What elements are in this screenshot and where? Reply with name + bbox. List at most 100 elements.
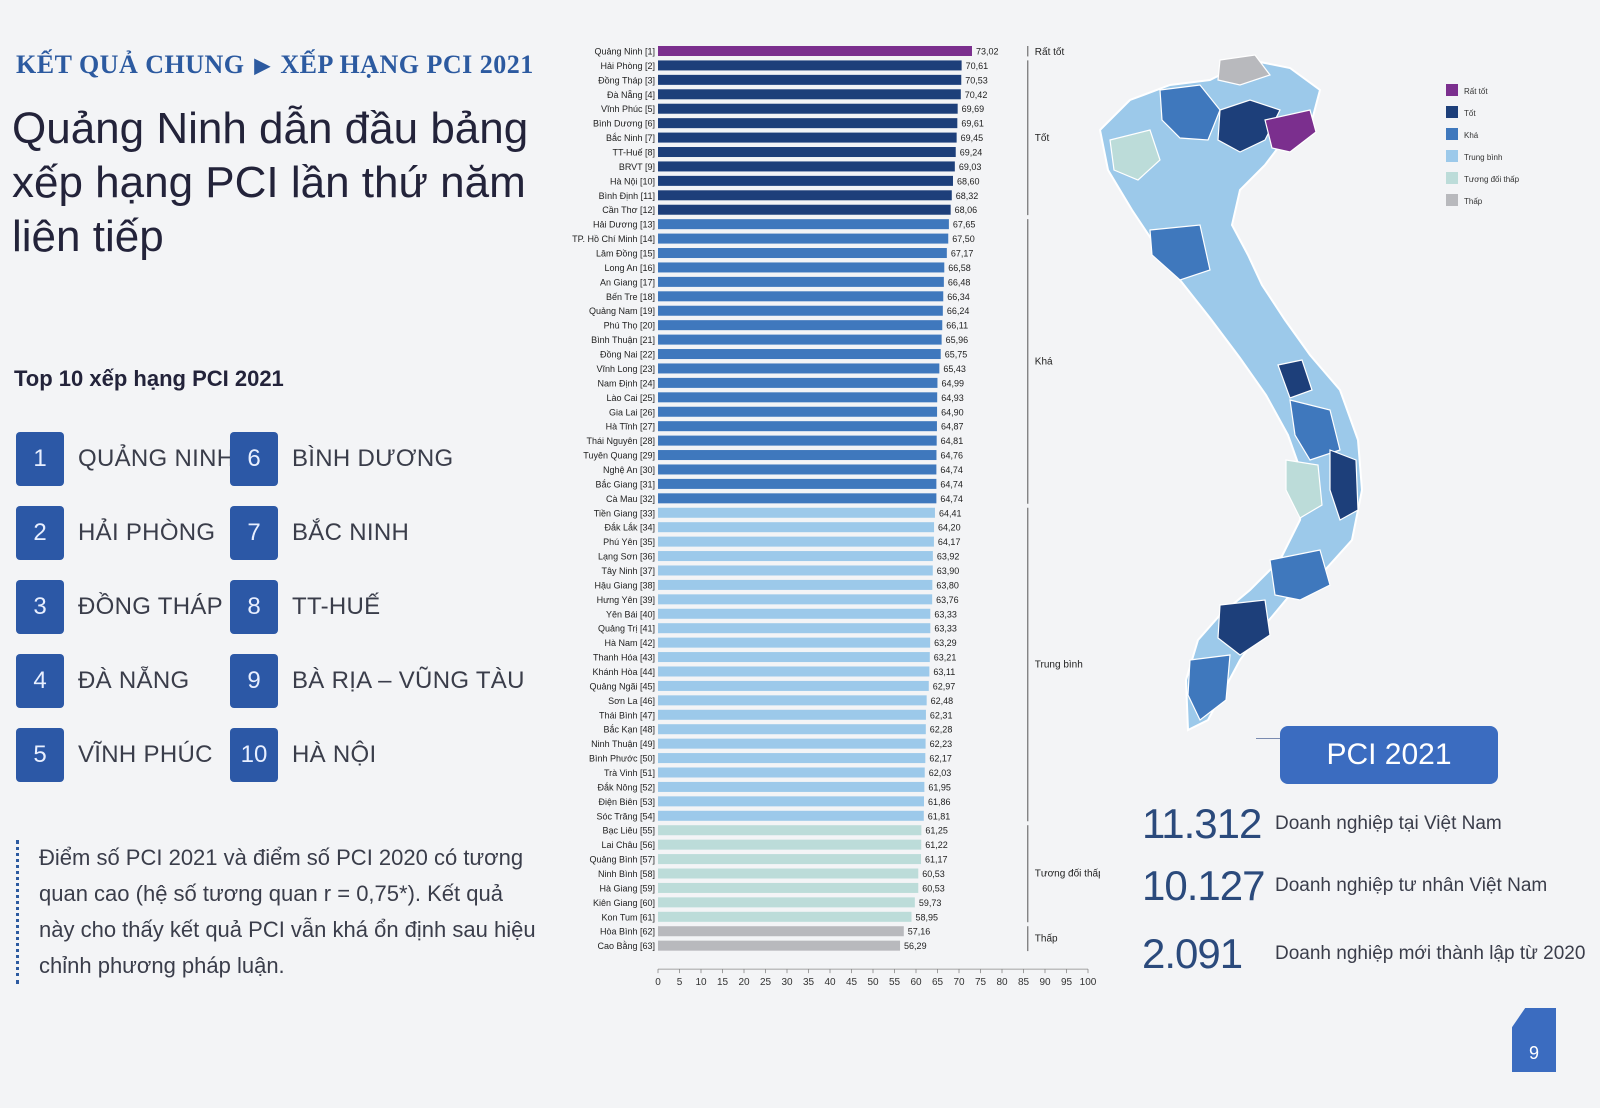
bar xyxy=(658,854,922,865)
bar xyxy=(658,464,937,475)
legend-swatch xyxy=(1446,172,1458,184)
province-label: Quảng Ninh [1] xyxy=(594,47,655,57)
province-region xyxy=(1329,449,1359,521)
bar xyxy=(658,161,955,172)
bar xyxy=(658,377,938,388)
breadcrumb-arrow-icon: ▶ xyxy=(254,54,271,77)
province-name: BÌNH DƯƠNG xyxy=(292,445,454,472)
data-label: 56,29 xyxy=(904,941,927,951)
province-label: Bình Định [11] xyxy=(599,191,655,201)
province-region xyxy=(1277,359,1313,399)
province-label: Quảng Ngãi [45] xyxy=(589,681,655,691)
province-region xyxy=(1217,54,1271,86)
province-label: Phú Thọ [20] xyxy=(604,321,655,331)
province-label: Cao Bằng [63] xyxy=(597,941,655,951)
bar xyxy=(658,940,901,951)
data-label: 62,17 xyxy=(929,754,952,764)
province-region xyxy=(1269,549,1331,601)
data-label: 64,20 xyxy=(938,523,961,533)
province-label: Tiền Giang [33] xyxy=(594,508,655,518)
legend-label: Tốt xyxy=(1464,109,1476,118)
province-label: BRVT [9] xyxy=(619,162,655,172)
stat-row: 2.091 Doanh nghiệp mới thành lập từ 2020 xyxy=(1142,930,1585,978)
province-label: Hưng Yên [39] xyxy=(597,595,655,605)
top10-item: 1 QUẢNG NINH xyxy=(16,432,234,486)
top10-item: 6 BÌNH DƯƠNG xyxy=(230,432,453,486)
rank-badge: 4 xyxy=(16,654,64,708)
data-label: 64,99 xyxy=(941,378,964,388)
x-tick-label: 100 xyxy=(1080,977,1097,988)
data-label: 60,53 xyxy=(922,883,945,893)
x-tick-label: 50 xyxy=(867,977,879,988)
province-label: Lâm Đồng [15] xyxy=(596,249,655,259)
province-name: QUẢNG NINH xyxy=(78,445,235,472)
legend-label: Tương đối thấp xyxy=(1464,175,1520,184)
group-label: Tốt xyxy=(1035,132,1050,144)
province-label: Thái Bình [47] xyxy=(599,710,655,720)
data-label: 67,65 xyxy=(953,220,976,230)
group-label: Thấp xyxy=(1035,933,1058,945)
group-label: Tương đối thấp xyxy=(1035,868,1100,880)
data-label: 64,76 xyxy=(940,451,963,461)
data-label: 62,48 xyxy=(931,696,954,706)
bar xyxy=(658,926,904,937)
x-tick-label: 75 xyxy=(975,977,987,988)
bar xyxy=(658,60,962,71)
data-label: 65,43 xyxy=(943,364,966,374)
data-label: 68,60 xyxy=(957,176,980,186)
province-name: HÀ NỘI xyxy=(292,741,377,768)
top10-item: 5 VĨNH PHÚC xyxy=(16,728,213,782)
data-label: 66,11 xyxy=(946,321,968,331)
stat-label: Doanh nghiệp tư nhân Việt Nam xyxy=(1275,875,1548,896)
province-label: Quảng Nam [19] xyxy=(589,306,655,316)
bar xyxy=(658,868,919,879)
x-tick-label: 90 xyxy=(1039,977,1051,988)
top10-list: 1 QUẢNG NINH 2 HẢI PHÒNG 3 ĐỒNG THÁP 4 Đ… xyxy=(16,432,536,802)
x-tick-label: 45 xyxy=(846,977,858,988)
rank-badge: 10 xyxy=(230,728,278,782)
province-region xyxy=(1289,399,1341,461)
bar xyxy=(658,363,940,374)
data-label: 61,81 xyxy=(928,811,951,821)
x-tick-label: 25 xyxy=(760,977,772,988)
province-label: Bạc Liêu [55] xyxy=(602,826,655,836)
x-tick-label: 0 xyxy=(655,977,661,988)
province-name: VĨNH PHÚC xyxy=(78,741,213,768)
bar xyxy=(658,392,938,403)
data-label: 64,74 xyxy=(940,479,963,489)
top10-title: Top 10 xếp hạng PCI 2021 xyxy=(14,366,284,391)
bar xyxy=(658,623,931,634)
data-label: 64,87 xyxy=(941,422,964,432)
province-label: Long An [16] xyxy=(604,263,655,273)
bar xyxy=(658,421,937,432)
page-number: 9 xyxy=(1512,1008,1556,1072)
bar xyxy=(658,305,943,316)
x-tick-label: 20 xyxy=(738,977,750,988)
province-label: Thanh Hóa [43] xyxy=(593,653,655,663)
province-label: Hà Giang [59] xyxy=(599,883,655,893)
province-label: Bình Dương [6] xyxy=(593,119,655,129)
province-label: An Giang [17] xyxy=(600,277,655,287)
stat-label: Doanh nghiệp tại Việt Nam xyxy=(1275,813,1502,834)
bar xyxy=(658,349,941,360)
data-label: 69,61 xyxy=(961,119,984,129)
province-label: Bến Tre [18] xyxy=(606,292,655,302)
data-label: 62,28 xyxy=(930,725,953,735)
province-label: Hà Nam [42] xyxy=(604,638,655,648)
bar xyxy=(658,147,956,158)
bar xyxy=(658,882,919,893)
province-name: ĐỒNG THÁP xyxy=(78,593,223,620)
group-label: Rất tốt xyxy=(1035,46,1065,58)
data-label: 69,03 xyxy=(959,162,982,172)
top10-item: 8 TT-HUẾ xyxy=(230,580,380,634)
data-label: 63,29 xyxy=(934,638,957,648)
bar xyxy=(658,839,922,850)
data-label: 60,53 xyxy=(922,869,945,879)
province-name: BẮC NINH xyxy=(292,519,410,546)
data-label: 64,17 xyxy=(938,537,961,547)
province-label: Đà Nẵng [4] xyxy=(607,90,655,100)
bar xyxy=(658,132,957,143)
bar xyxy=(658,276,944,287)
stat-value: 2.091 xyxy=(1142,930,1243,977)
province-label: Lạng Sơn [36] xyxy=(598,552,655,562)
